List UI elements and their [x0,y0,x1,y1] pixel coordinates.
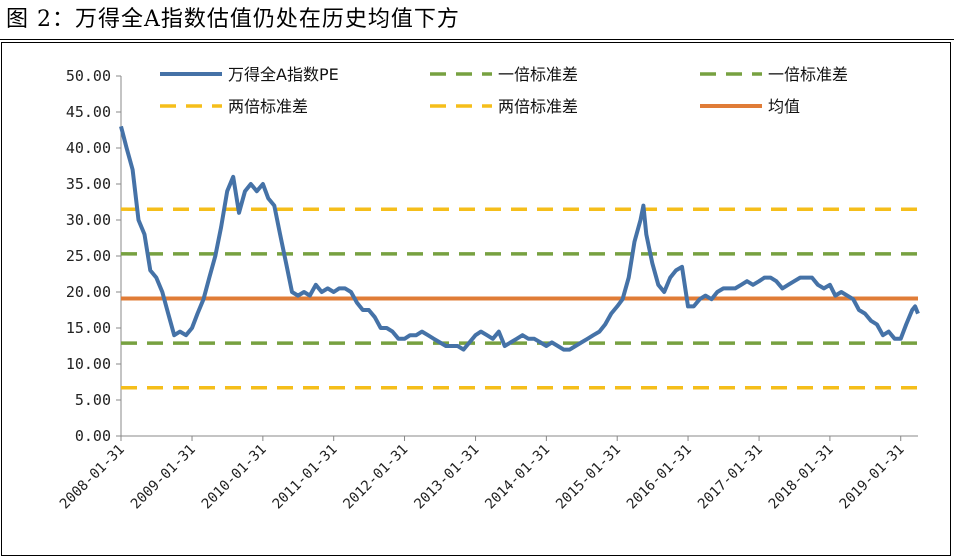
x-tick-label: 2016-01-31 [624,442,695,513]
y-tick-label: 25.00 [66,247,111,265]
y-tick-label: 10.00 [66,355,111,373]
x-tick-label: 2010-01-31 [199,442,270,513]
pe-line [119,125,920,352]
y-tick-label: 15.00 [66,319,111,337]
y-tick-label: 50.00 [66,67,111,85]
chart-frame [1,42,951,556]
legend-label: 两倍标准差 [228,97,308,116]
x-tick-label: 2014-01-31 [482,442,553,513]
figure-title: 图 2：万得全A指数估值仍处在历史均值下方 [0,0,954,40]
x-tick-label: 2018-01-31 [766,442,837,513]
y-tick-label: 45.00 [66,103,111,121]
reference-lines [121,207,918,390]
x-tick-label: 2013-01-31 [411,442,482,513]
y-tick-label: 20.00 [66,283,111,301]
y-tick-label: 5.00 [75,391,111,409]
legend-label: 一倍标准差 [498,65,578,84]
axes: 0.00 5.00 10.00 15.00 20.00 25.00 30.00 35.00 40… [57,67,918,512]
legend-label: 一倍标准差 [768,65,848,84]
x-tick-label: 2017-01-31 [695,442,766,513]
y-tick-label: 30.00 [66,211,111,229]
x-tick-label: 2012-01-31 [340,442,411,513]
y-tick-label: 0.00 [75,427,111,445]
x-tick-label: 2008-01-31 [57,442,128,513]
x-tick-label: 2015-01-31 [553,442,624,513]
y-tick-label: 40.00 [66,139,111,157]
legend-label: 均值 [768,97,800,116]
x-tick-label: 2011-01-31 [270,442,341,513]
x-tick-label: 2019-01-31 [837,442,908,513]
pe-series [119,125,920,352]
y-tick-label: 35.00 [66,175,111,193]
legend-label: 万得全A指数PE [228,65,339,84]
legend-label: 两倍标准差 [498,97,578,116]
x-tick-label: 2009-01-31 [128,442,199,513]
